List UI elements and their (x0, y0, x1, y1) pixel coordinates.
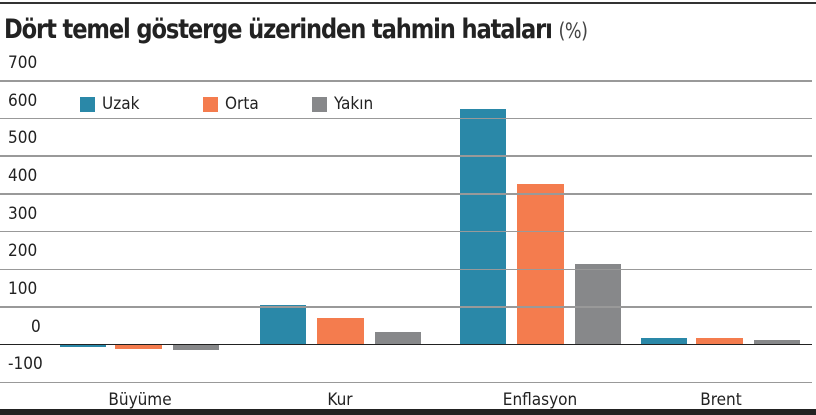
y-tick-label: 100 (8, 279, 38, 299)
legend-label: Yakın (334, 94, 374, 114)
bar-enflasyon-uzak (460, 109, 506, 345)
gridline (0, 306, 812, 308)
gridline (0, 343, 812, 346)
bar-enflasyon-yakın (575, 264, 621, 345)
bar-enflasyon-orta (517, 184, 564, 345)
y-tick-label: 0 (31, 316, 41, 337)
bottom-rule (0, 409, 816, 415)
bar-kur-uzak (260, 304, 306, 345)
bar-büyüme-yakın (173, 344, 219, 350)
x-label-buyume: Büyüme (108, 390, 172, 410)
legend-swatch-orta (203, 96, 218, 112)
bar-kur-orta (317, 317, 364, 345)
chart-title: Dört temel gösterge üzerinden tahmin hat… (4, 14, 588, 45)
bar-brent-yakın (754, 340, 800, 345)
title-unit: (%) (558, 19, 588, 43)
bar-kur-yakın (375, 331, 421, 345)
bar-brent-orta (696, 337, 743, 345)
y-tick-label: 700 (8, 52, 38, 73)
y-tick-label: 500 (8, 128, 38, 149)
legend-label: Orta (225, 94, 259, 114)
gridline (0, 80, 812, 82)
legend-item-yakin: Yakın (312, 94, 373, 114)
gridline (0, 230, 812, 233)
legend-label: Uzak (102, 94, 140, 114)
x-label-enflasyon: Enflasyon (502, 390, 578, 410)
y-tick-label: 200 (8, 241, 38, 262)
y-tick-label: -100 (8, 354, 43, 375)
legend-item-uzak: Uzak (80, 94, 139, 114)
gridline (0, 193, 812, 195)
x-label-brent: Brent (700, 390, 742, 410)
y-tick-label: 600 (8, 90, 38, 111)
gridline (0, 155, 812, 157)
bar-brent-uzak (641, 337, 687, 345)
legend-item-orta: Orta (203, 94, 259, 114)
bar-büyüme-uzak (60, 344, 106, 347)
legend-swatch-yakin (312, 96, 327, 112)
x-label-kur: Kur (327, 390, 353, 410)
y-tick-label: 400 (8, 165, 38, 186)
y-tick-label: 300 (8, 203, 38, 224)
legend-swatch-uzak (80, 96, 95, 112)
gridline (0, 117, 812, 120)
gridline (0, 268, 812, 271)
top-rule (0, 2, 816, 4)
title-text: Dört temel gösterge üzerinden tahmin hat… (4, 14, 553, 45)
bar-büyüme-orta (115, 344, 162, 349)
gridline (0, 381, 812, 384)
